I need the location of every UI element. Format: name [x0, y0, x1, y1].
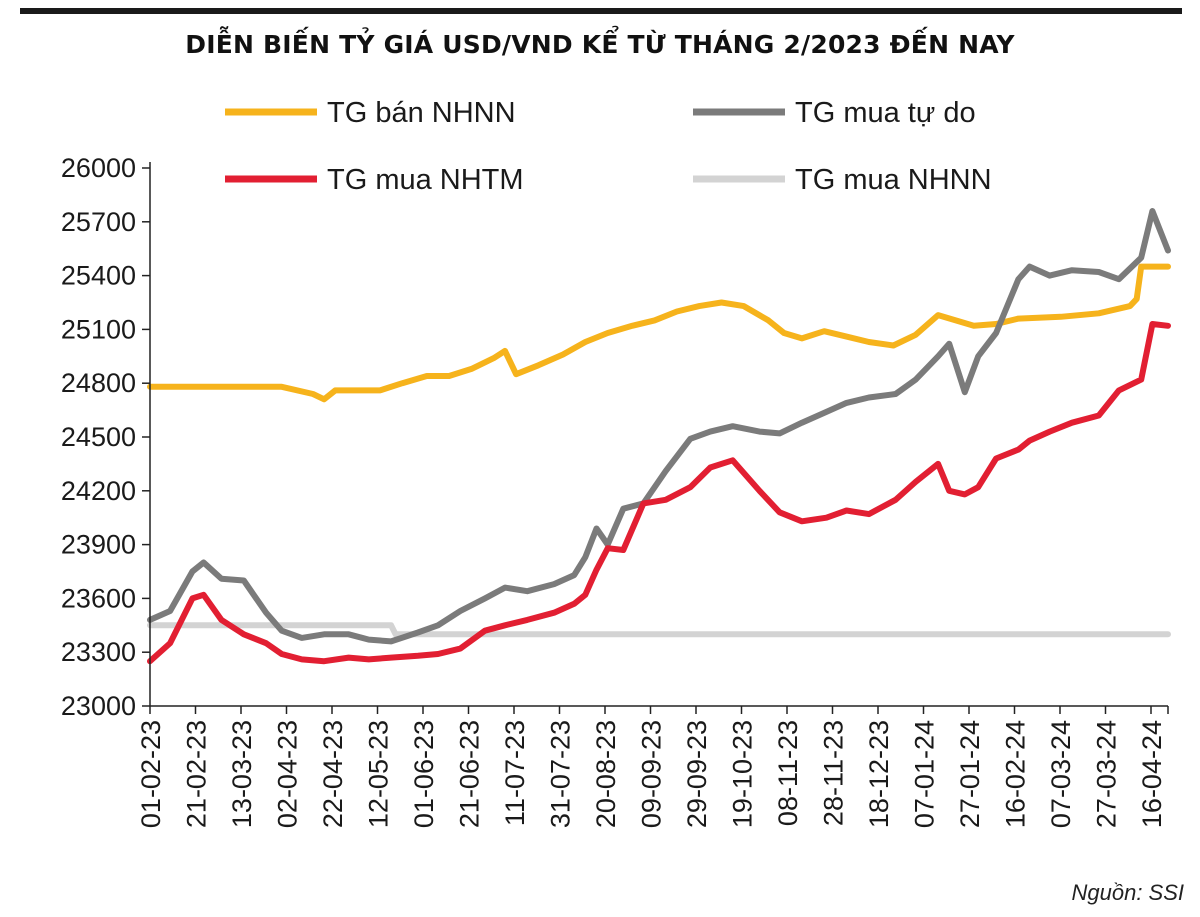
- y-tick-label: 24200: [61, 476, 136, 506]
- axes-layer: 23000 23300 23600 23900 24200 24500 24800 25100…: [61, 153, 1169, 828]
- source-note: Nguồn: SSI: [1071, 880, 1184, 905]
- y-tick-label: 25700: [61, 207, 136, 237]
- x-tick-label: 19-10-23: [728, 720, 758, 828]
- x-tick-label: 12-05-23: [364, 720, 394, 828]
- y-tick-label: 23300: [61, 637, 136, 667]
- y-tick-label: 24500: [61, 422, 136, 452]
- series-line-2: [147, 321, 1171, 665]
- legend-label-0: TG bán NHNN: [327, 97, 516, 129]
- x-tick-label: 01-02-23: [136, 720, 166, 828]
- x-tick-label: 29-09-23: [682, 720, 712, 828]
- legend-label-2: TG mua NHTM: [327, 164, 524, 196]
- y-tick-label: 24800: [61, 368, 136, 398]
- x-tick-label: 22-04-23: [318, 720, 348, 828]
- x-tick-label: 01-06-23: [409, 720, 439, 828]
- top-rule: [20, 8, 1182, 14]
- y-tick-label: 23600: [61, 583, 136, 613]
- x-tick-label: 07-03-24: [1046, 720, 1076, 828]
- legend-label-3: TG mua NHNN: [795, 164, 992, 196]
- x-tick-label: 16-04-24: [1137, 720, 1167, 828]
- y-tick-label: 25100: [61, 314, 136, 344]
- x-tick-label: 20-08-23: [591, 720, 621, 828]
- y-tick-label: 23000: [61, 691, 136, 721]
- y-tick-label: 23900: [61, 530, 136, 560]
- x-tick-label: 09-09-23: [637, 720, 667, 828]
- chart-title: DIỄN BIẾN TỶ GIÁ USD/VND KỂ TỪ THÁNG 2/2…: [185, 30, 1015, 59]
- y-tick-label: 26000: [61, 153, 136, 183]
- x-tick-label: 28-11-23: [819, 720, 849, 826]
- series-line-3: [147, 622, 1171, 638]
- x-tick-label: 11-07-23: [500, 720, 530, 826]
- x-tick-label: 27-01-24: [955, 720, 985, 828]
- x-tick-label: 16-02-24: [1001, 720, 1031, 828]
- y-tick-label: 25400: [61, 261, 136, 291]
- series-line-1: [147, 208, 1171, 645]
- series-layer: [147, 208, 1171, 665]
- x-tick-label: 08-11-23: [773, 720, 803, 826]
- legend-label-1: TG mua tự do: [795, 97, 976, 129]
- x-tick-label: 02-04-23: [273, 720, 303, 828]
- x-tick-label: 31-07-23: [546, 720, 576, 828]
- x-tick-label: 27-03-24: [1092, 720, 1122, 828]
- x-tick-label: 07-01-24: [910, 720, 940, 828]
- x-tick-label: 21-06-23: [455, 720, 485, 828]
- x-tick-label: 18-12-23: [864, 720, 894, 828]
- x-tick-label: 21-02-23: [182, 720, 212, 828]
- legend: TG bán NHNN TG mua tự do TG mua NHTM TG mua…: [225, 97, 992, 196]
- x-tick-label: 13-03-23: [227, 720, 257, 828]
